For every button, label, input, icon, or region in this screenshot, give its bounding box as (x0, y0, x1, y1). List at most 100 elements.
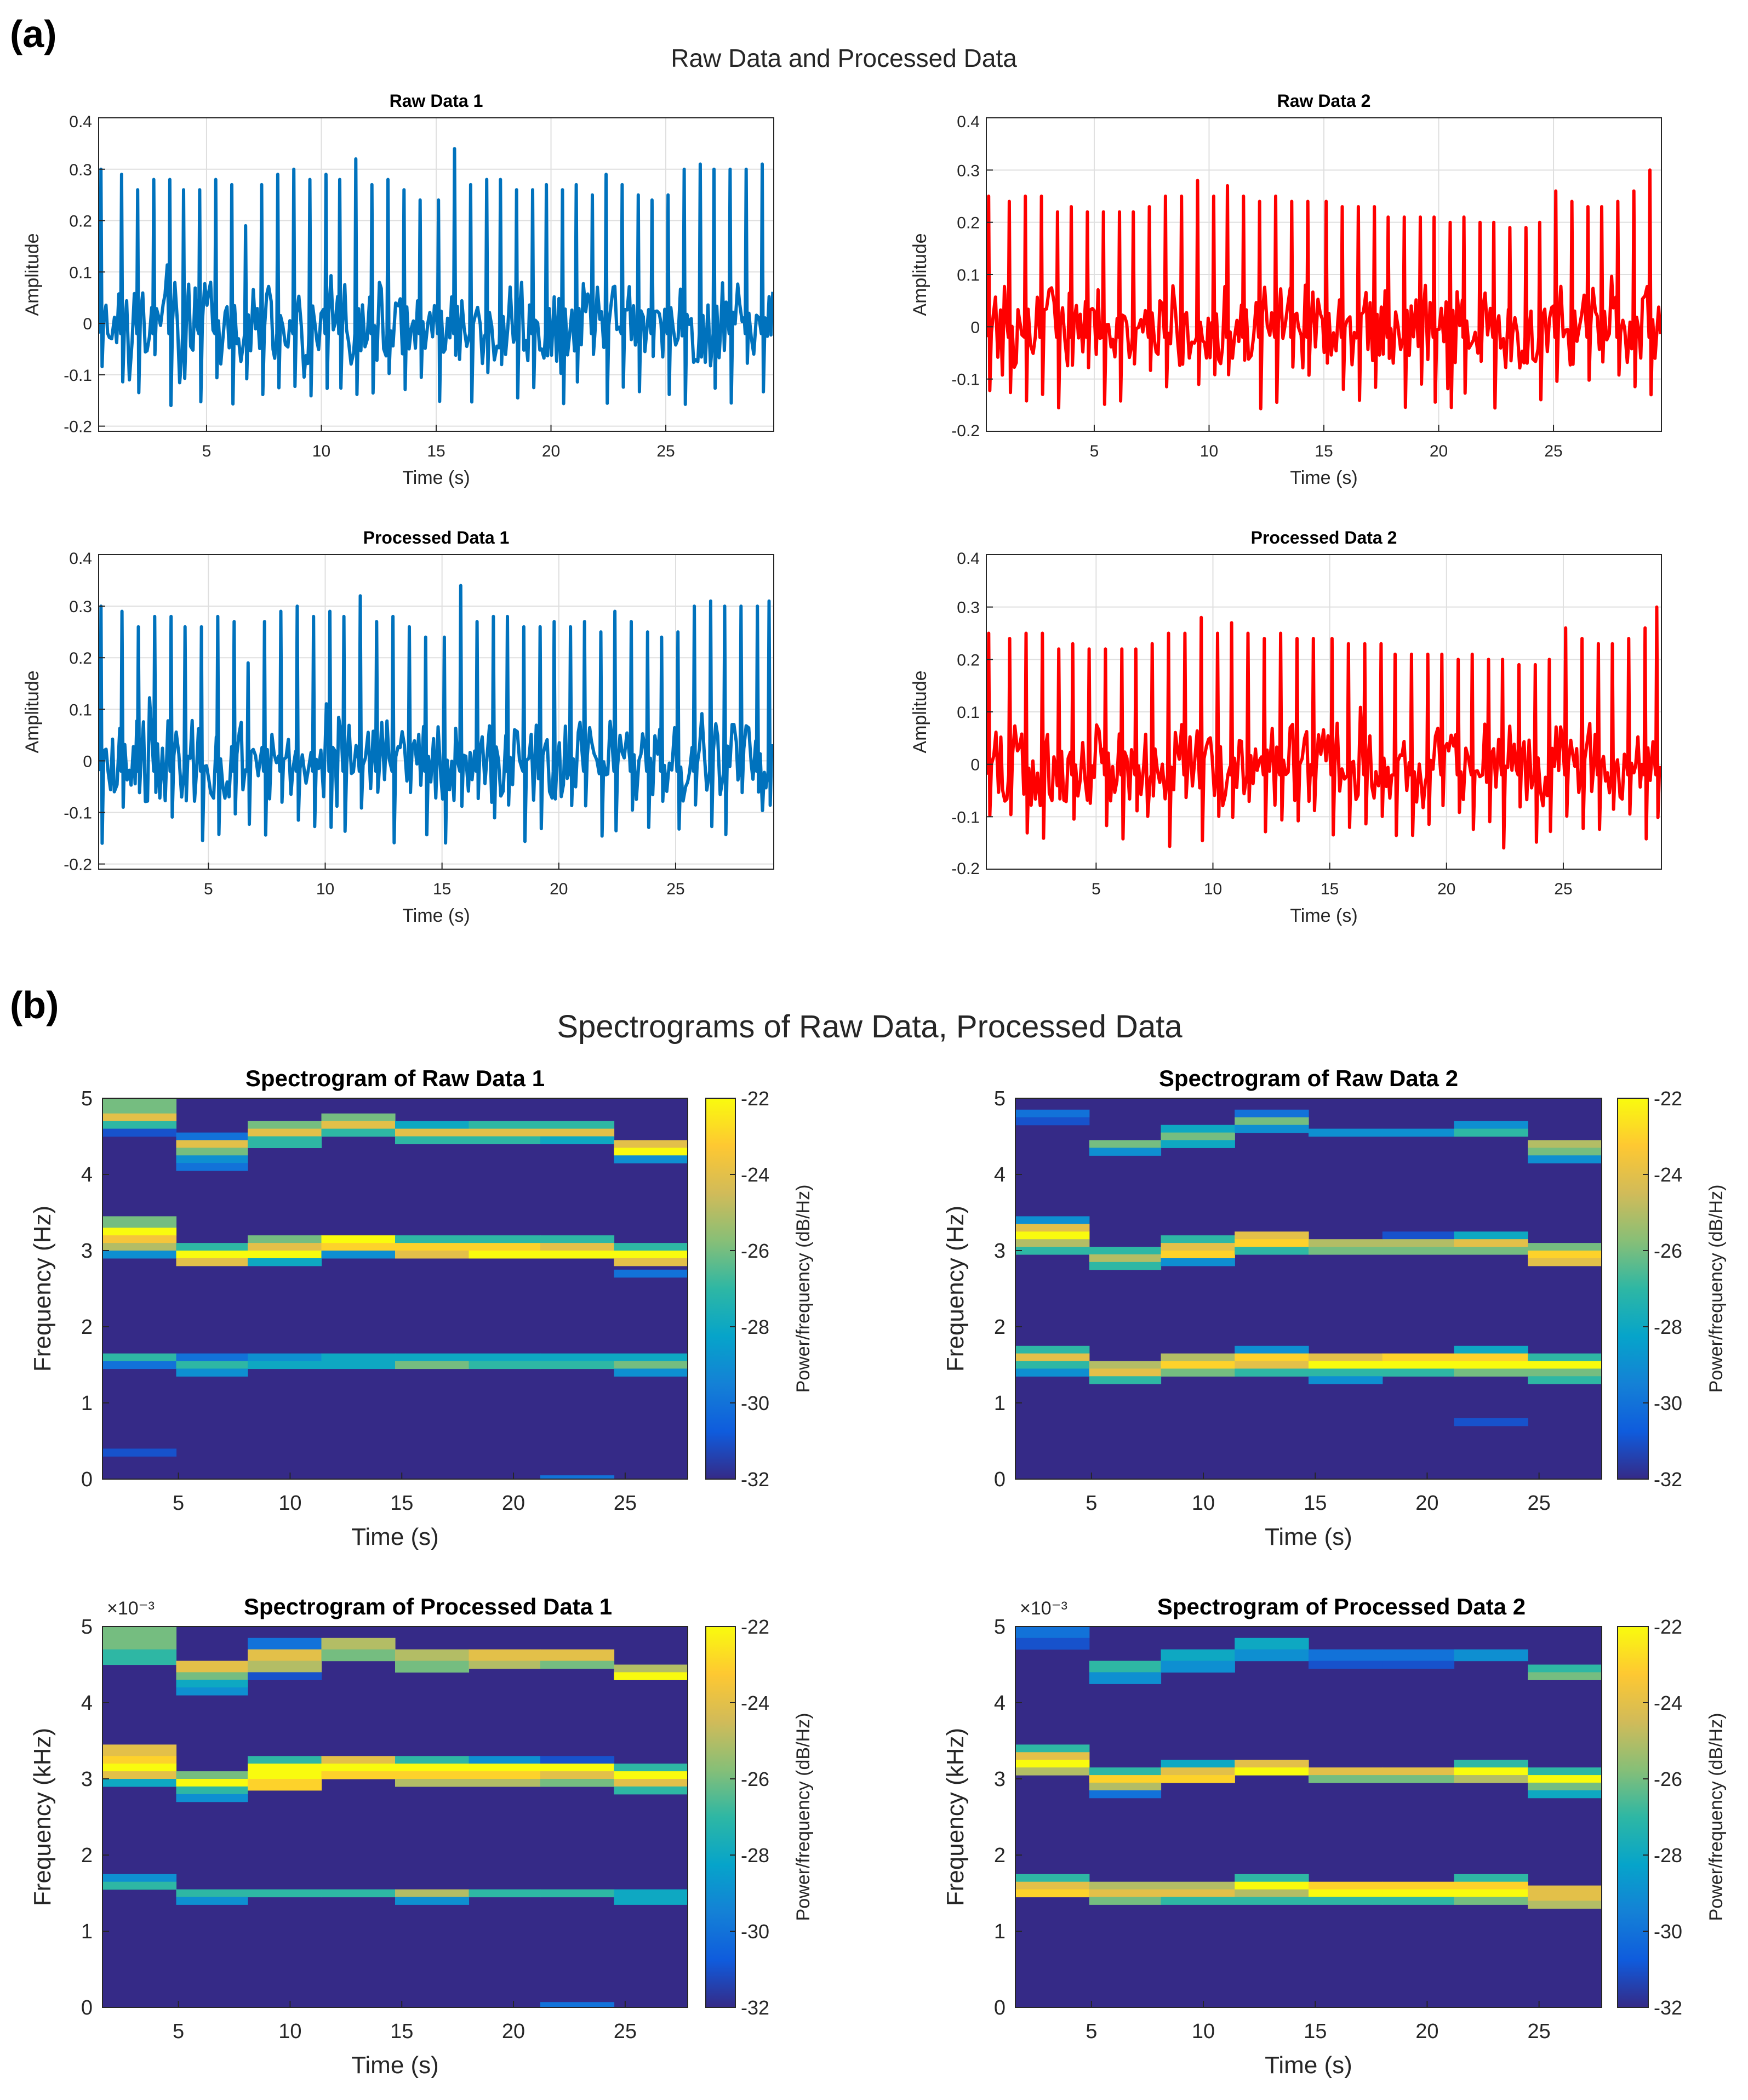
heatmap-cell (248, 1649, 322, 1662)
colorbar-label: Power/frequency (dB/Hz) (793, 1185, 814, 1393)
y-tick-label: 3 (81, 1768, 93, 1791)
heatmap-cell (321, 1771, 396, 1779)
heatmap-cell (1089, 1376, 1162, 1384)
y-tick-label: 5 (994, 1087, 1006, 1110)
heatmap-cell (1528, 1251, 1602, 1259)
heatmap-cell (395, 1128, 470, 1137)
heatmap-cell (540, 1361, 615, 1369)
heatmap-cell (1309, 1649, 1383, 1662)
colorbar-bar (1617, 1098, 1649, 1480)
y-tick-label: 4 (81, 1692, 93, 1715)
section-a-title: Raw Data and Processed Data (671, 44, 1017, 72)
y-axis-label: Frequency (kHz) (942, 1728, 969, 1906)
heatmap-cell (469, 1251, 541, 1259)
heatmap-cell (395, 1897, 470, 1905)
heatmap-cell (614, 1889, 688, 1898)
axes-frame (1015, 1626, 1602, 2008)
heatmap-cell (102, 1113, 177, 1122)
colorbar-tick-label: -24 (1654, 1163, 1682, 1186)
heatmap-cell (540, 1235, 615, 1243)
chart-title: Spectrogram of Processed Data 1 (244, 1594, 612, 1619)
heatmap-cell (1161, 1361, 1235, 1369)
y-tick-label: 0.1 (69, 264, 92, 282)
heatmap-cell (1235, 1125, 1309, 1133)
heatmap-cell (1015, 1368, 1090, 1377)
heatmap-cell (248, 1756, 322, 1764)
x-tick-label: 5 (173, 1492, 184, 1515)
heatmap-cell (469, 1353, 541, 1362)
heatmap-cell (395, 1660, 470, 1673)
heatmap-cell (176, 1786, 248, 1795)
y-axis-label: Amplitude (22, 233, 43, 316)
x-tick-label: 20 (1430, 442, 1448, 460)
colorbar-tick-label: -30 (1654, 1392, 1682, 1414)
series-line-proc2 (986, 605, 1661, 850)
heatmap-cell (321, 1251, 396, 1259)
heatmap-cell (1454, 1368, 1528, 1377)
colorbar-bar (705, 1098, 736, 1480)
heatmap-cell (102, 1228, 177, 1236)
colorbar-label: Power/frequency (dB/Hz) (1706, 1713, 1727, 1921)
heatmap-cell (614, 1361, 688, 1369)
chart-title: Processed Data 1 (363, 528, 510, 547)
x-tick-label: 10 (1200, 442, 1218, 460)
heatmap-cell (1454, 1649, 1528, 1662)
heatmap-cell (540, 1136, 615, 1144)
heatmap-cell (1089, 1881, 1162, 1890)
heatmap-cell (1089, 1361, 1162, 1369)
y-tick-label: 2 (81, 1844, 93, 1867)
colorbar-tick-label: -28 (741, 1844, 769, 1867)
y-tick-label: 1 (81, 1392, 93, 1415)
heatmap-cell (1382, 1889, 1455, 1898)
heatmap-cell (1309, 1128, 1383, 1137)
heatmap-cell (1089, 1660, 1162, 1673)
colorbar-tick-label: -28 (1654, 1844, 1682, 1867)
heatmap-cell (176, 1251, 248, 1259)
y-tick-label: 0.1 (69, 701, 92, 719)
heatmap-cell (248, 1235, 322, 1243)
heatmap-cell (1382, 1881, 1455, 1890)
y-tick-label: 3 (994, 1240, 1006, 1263)
heatmap-cell (540, 1779, 615, 1787)
heatmap-cell (469, 1121, 541, 1129)
x-tick-label: 5 (173, 2020, 184, 2043)
heatmap-cell (1089, 1262, 1162, 1270)
series-line-raw2 (986, 168, 1661, 410)
heatmap-cell (1015, 1874, 1090, 1882)
x-tick-label: 15 (1315, 442, 1333, 460)
heatmap-cell (1161, 1125, 1235, 1133)
heatmap-cell (248, 1660, 322, 1673)
y-tick-label: 4 (994, 1692, 1006, 1715)
x-tick-label: 25 (614, 1492, 637, 1515)
heatmap-cell (1309, 1881, 1383, 1890)
heatmap-cell (248, 1136, 322, 1148)
heatmap-cell (248, 1353, 322, 1362)
heatmap-cell (1454, 1239, 1528, 1247)
heatmap-cell (102, 1779, 177, 1787)
heatmap-cell (614, 1353, 688, 1362)
heatmap-cell (614, 1771, 688, 1779)
heatmap-cell (102, 1121, 177, 1129)
heatmap-cell (1454, 1231, 1528, 1240)
x-tick-label: 15 (433, 880, 451, 898)
heatmap-cell (1528, 1376, 1602, 1384)
y-tick-label: 0 (970, 756, 980, 774)
x-tick-label: 5 (204, 880, 213, 898)
colorbar: -22 -24 -26 -28 -30 -32 Power/frequency (dB/Hz… (1617, 1616, 1727, 2019)
y-tick-label: 5 (81, 1616, 93, 1639)
heatmap-cell (102, 1744, 177, 1756)
heatmap-cell (1454, 1345, 1528, 1354)
heatmap-cell (1015, 1361, 1090, 1369)
heatmap-background (1015, 1627, 1602, 2007)
colorbar-label: Power/frequency (dB/Hz) (1706, 1185, 1727, 1393)
heatmap-cell (176, 1140, 248, 1148)
heatmap-cell (321, 1889, 396, 1898)
x-tick-label: 10 (278, 1492, 301, 1515)
y-tick-label: 0.4 (69, 550, 92, 568)
heatmap-cell (1015, 1239, 1090, 1247)
heatmap-cell (1454, 1121, 1528, 1129)
axes-frame (102, 1098, 688, 1480)
heatmap-cell (176, 1148, 248, 1156)
y-tick-label: 0.3 (69, 161, 92, 179)
